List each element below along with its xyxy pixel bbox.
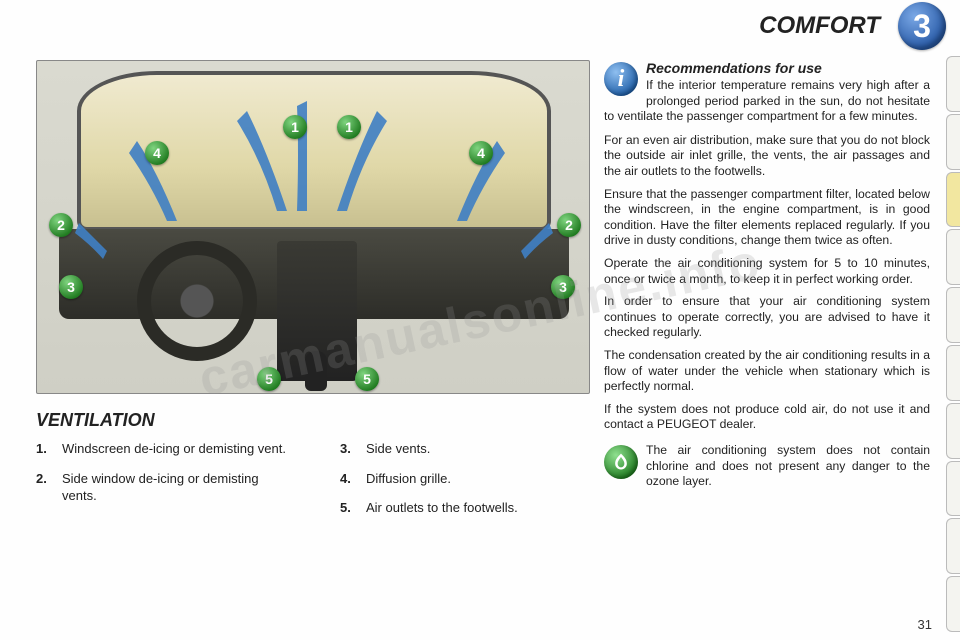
diagram-marker: 2 [557,213,581,237]
recommendations-block: i Recommendations for use If the interio… [604,60,930,125]
tab [946,229,960,285]
list-item-text: Air outlets to the footwells. [366,499,518,517]
list-item: 4. Diffusion grille. [340,470,590,488]
list-item: 3. Side vents. [340,440,590,458]
recommendation-paragraph: If the system does not produce cold air,… [604,402,930,433]
tab [946,403,960,459]
list-item-number: 5. [340,499,366,517]
diagram-marker: 1 [337,115,361,139]
eco-note-block: The air conditioning system does not con… [604,443,930,490]
page-header: COMFORT 3 [0,0,960,48]
list-item-text: Windscreen de-icing or demisting vent. [62,440,286,458]
recommendations-column: i Recommendations for use If the interio… [604,60,930,498]
header-title: COMFORT [759,12,880,40]
list-item-number: 2. [36,470,62,505]
ventilation-diagram: 1 1 4 4 2 2 3 3 5 5 [36,60,590,394]
section-tabs [946,56,960,634]
list-item: 1. Windscreen de-icing or demisting vent… [36,440,296,458]
diagram-marker: 4 [469,141,493,165]
ventilation-list-left: 1. Windscreen de-icing or demisting vent… [36,440,296,517]
airflow-arrows-icon [37,61,590,394]
list-item-number: 3. [340,440,366,458]
recommendation-paragraph: In order to ensure that your air conditi… [604,294,930,341]
recommendation-paragraph: Ensure that the passenger compartment fi… [604,187,930,249]
list-item-text: Side vents. [366,440,430,458]
section-title: VENTILATION [36,410,155,431]
diagram-marker: 5 [355,367,379,391]
tab [946,287,960,343]
tab [946,345,960,401]
tab [946,518,960,574]
info-icon: i [604,62,638,96]
list-item-text: Side window de-icing or demisting vents. [62,470,296,505]
ventilation-list-right: 3. Side vents. 4. Diffusion grille. 5. A… [340,440,590,529]
list-item-text: Diffusion grille. [366,470,451,488]
list-item: 5. Air outlets to the footwells. [340,499,590,517]
diagram-marker: 4 [145,141,169,165]
diagram-marker: 3 [59,275,83,299]
page-number: 31 [918,617,932,632]
tab [946,56,960,112]
eco-note-text: The air conditioning system does not con… [604,443,930,490]
recommendation-paragraph: For an even air distribution, make sure … [604,133,930,180]
tab [946,461,960,517]
recommendations-title: Recommendations for use [604,60,930,78]
tab-active [946,172,960,228]
eco-leaf-icon [604,445,638,479]
tab [946,114,960,170]
list-item-number: 4. [340,470,366,488]
diagram-marker: 1 [283,115,307,139]
list-item-number: 1. [36,440,62,458]
diagram-marker: 3 [551,275,575,299]
tab [946,576,960,632]
recommendation-paragraph: If the interior temperature remains very… [604,78,930,125]
manual-page: carmanualsonline.info COMFORT 3 [0,0,960,640]
chapter-number-badge: 3 [898,2,946,50]
diagram-marker: 5 [257,367,281,391]
recommendation-paragraph: The condensation created by the air cond… [604,348,930,395]
recommendation-paragraph: Operate the air conditioning system for … [604,256,930,287]
list-item: 2. Side window de-icing or demisting ven… [36,470,296,505]
diagram-marker: 2 [49,213,73,237]
